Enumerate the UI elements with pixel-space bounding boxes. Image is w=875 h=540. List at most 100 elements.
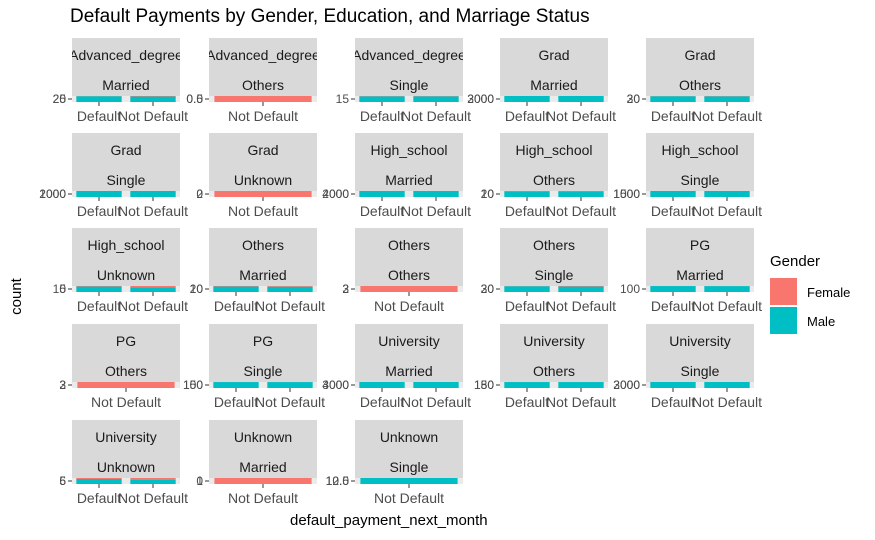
facet-panel-background	[72, 286, 180, 292]
facet-strip	[646, 133, 754, 191]
bar-male	[130, 287, 176, 292]
facet-strip	[500, 324, 608, 382]
y-tick-label: 2	[196, 187, 203, 201]
facet-panel-background	[72, 478, 180, 484]
y-tick-label: 4000	[322, 378, 349, 392]
legend-title: Gender	[770, 253, 820, 270]
legend-swatch	[770, 278, 797, 305]
bar-male	[704, 191, 750, 197]
facet-strip-education: PG	[253, 333, 273, 349]
y-tick-label: 20	[481, 282, 495, 296]
y-tick-label: 3	[59, 378, 66, 392]
facet-strip	[209, 420, 317, 478]
legend-label: Male	[807, 314, 835, 329]
facet-strip-marriage: Married	[385, 363, 432, 379]
y-tick-label: 150	[474, 378, 494, 392]
facet-strip-marriage: Others	[533, 363, 575, 379]
facet-strip	[646, 38, 754, 96]
facet-strip-marriage: Others	[242, 77, 284, 93]
facet-strip-marriage: Single	[244, 363, 283, 379]
y-tick-label: 1000	[613, 187, 640, 201]
bar-male	[504, 382, 550, 388]
facet-strip	[355, 324, 463, 382]
y-tick-label: 180	[474, 378, 494, 392]
facet-strip-education: Advanced_degree	[206, 47, 320, 63]
legend-label: Female	[807, 285, 850, 300]
chart-title: Default Payments by Gender, Education, a…	[70, 6, 590, 27]
bar-male	[504, 286, 550, 292]
facet-strip-education: Grad	[538, 47, 569, 63]
facet-strip-marriage: Others	[533, 172, 575, 188]
bar-female	[214, 478, 312, 484]
facet-strip-marriage: Single	[390, 77, 429, 93]
bar-male	[558, 96, 604, 102]
x-tick-label: Default	[505, 394, 549, 410]
bar-male	[650, 191, 696, 197]
facet-strip	[355, 420, 463, 478]
bar-male	[267, 382, 313, 388]
x-tick-label: Default	[651, 203, 695, 219]
facet-strip-education: Unknown	[234, 429, 292, 445]
bar-female	[267, 286, 313, 287]
facet-panel-background	[500, 96, 608, 102]
bar-female	[558, 191, 604, 192]
y-tick-label: 10	[53, 282, 67, 296]
facet-strip	[209, 228, 317, 286]
facet-strip	[72, 133, 180, 191]
y-tick-label: 2000	[467, 92, 494, 106]
x-tick-label: Not Default	[401, 108, 471, 124]
facet-panel-background	[646, 191, 754, 197]
facet-strip	[355, 38, 463, 96]
x-tick-label: Not Default	[692, 108, 762, 124]
facet-strip-marriage: Unknown	[97, 459, 155, 475]
x-tick-label: Not Default	[228, 490, 298, 506]
bar-male	[267, 286, 313, 292]
facet-strip	[500, 228, 608, 286]
y-tick-label: 1500	[613, 187, 640, 201]
facet-strip-education: High_school	[370, 142, 447, 158]
y-tick-label: 5	[59, 282, 66, 296]
facet-strip-education: Advanced_degree	[69, 47, 183, 63]
y-tick-label: 2	[59, 378, 66, 392]
facet-strip-education: High_school	[661, 142, 738, 158]
bar-female	[214, 191, 312, 197]
bar-male	[76, 479, 122, 484]
facet-panel-background	[209, 382, 317, 388]
facet-strip-marriage: Single	[107, 172, 146, 188]
y-tick-label: 20	[53, 92, 67, 106]
facet-panel: Others Others 23 Not Default	[342, 228, 463, 314]
x-tick-label: Default	[651, 108, 695, 124]
bar-male	[558, 286, 604, 292]
bar-male	[76, 286, 122, 292]
x-tick-label: Default	[360, 394, 404, 410]
x-tick-label: Not Default	[255, 298, 325, 314]
x-tick-label: Default	[77, 490, 121, 506]
bar-male	[213, 382, 259, 388]
y-tick-label: 5	[59, 474, 66, 488]
y-tick-label: 0.5	[186, 92, 203, 106]
facet-strip	[209, 324, 317, 382]
legend: Gender Female Male	[770, 253, 850, 334]
y-tick-label: 0.0	[186, 92, 203, 106]
facet-panel: Unknown Married 01 Not Default	[196, 420, 317, 506]
facet-strip	[500, 38, 608, 96]
y-tick-label: 3000	[467, 92, 494, 106]
facet-strip-education: Advanced_degree	[352, 47, 466, 63]
y-tick-label: 10	[190, 282, 204, 296]
bar-male	[504, 191, 550, 197]
x-tick-label: Not Default	[118, 298, 188, 314]
bar-female	[77, 382, 175, 388]
facet-strip	[72, 228, 180, 286]
x-tick-label: Not Default	[255, 394, 325, 410]
y-tick-label: 30	[627, 92, 641, 106]
x-tick-label: Default	[214, 394, 258, 410]
